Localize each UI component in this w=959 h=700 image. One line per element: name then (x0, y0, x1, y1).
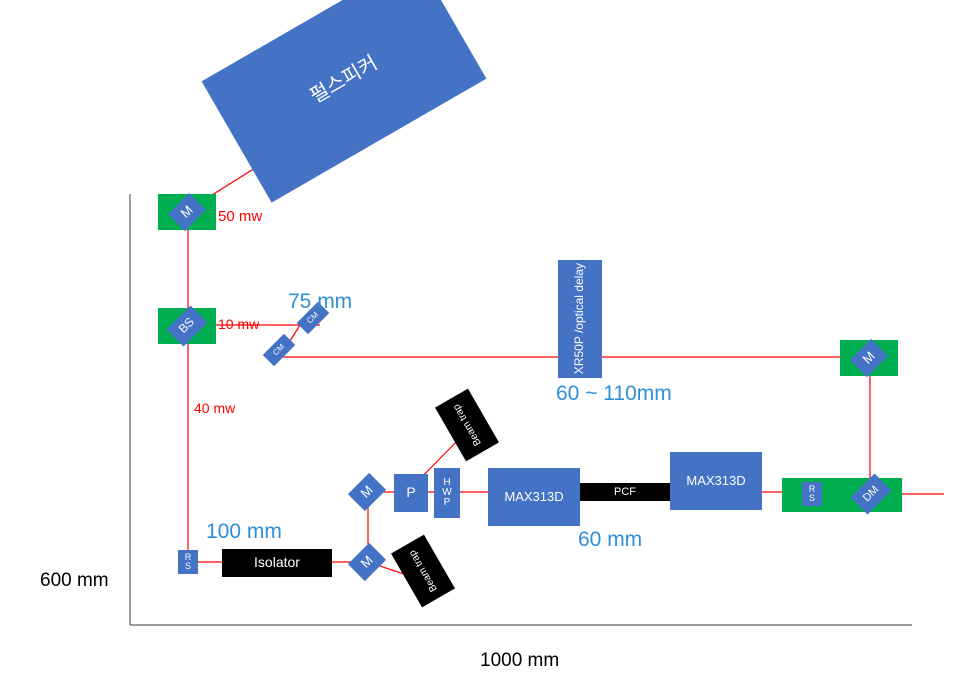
node-rs_left: RS (178, 550, 198, 574)
node-rs_right: RS (802, 482, 822, 506)
node-delay: XR50P /optical delay (558, 260, 602, 378)
node-isolator: Isolator (222, 549, 332, 577)
annot-label: 60 mm (578, 528, 642, 552)
node-max2: MAX313D (670, 452, 762, 510)
annot-label: 60 ~ 110mm (556, 382, 672, 406)
annot-label: 40 mw (194, 400, 235, 416)
node-hwp: HWP (434, 468, 460, 518)
axis-svg (0, 0, 959, 700)
axis-label-y: 600 mm (40, 570, 109, 592)
annot-label: 75 mm (288, 290, 352, 314)
node-p: P (394, 474, 428, 512)
annot-label: 50 mw (218, 208, 262, 225)
annot-label: 100 mm (206, 520, 282, 544)
annot-label: 10 mw (218, 316, 259, 332)
diagram-stage: 펄스피커MBSCMCMXR50P /optical delayMRSIsolat… (0, 0, 959, 700)
node-pcf: PCF (580, 483, 670, 501)
axis-label-x: 1000 mm (480, 650, 559, 672)
node-max1: MAX313D (488, 468, 580, 526)
